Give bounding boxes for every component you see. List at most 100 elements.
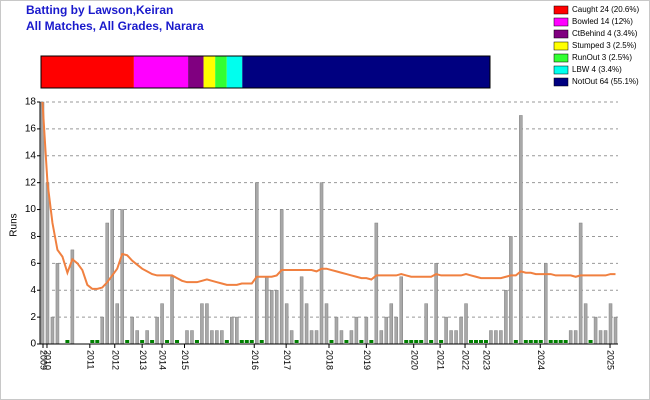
not-out-marker [359,340,364,343]
bar [185,330,189,345]
bar [215,330,219,345]
not-out-marker [404,340,409,343]
bar [120,209,124,345]
bar [593,316,598,345]
bar [130,316,134,345]
legend-swatch [553,5,569,15]
not-out-marker [439,340,444,343]
bar [424,303,428,345]
not-out-marker [175,340,180,343]
y-tick-label: 12 [25,177,37,188]
bar [205,303,209,345]
bar [374,222,379,345]
not-out-marker [259,340,264,343]
bar [608,303,613,345]
bar [459,316,463,345]
bar [568,330,573,345]
bar [45,182,50,345]
bar [319,182,324,345]
not-out-marker [150,340,155,343]
bar [349,330,354,345]
bar [454,330,458,345]
not-out-marker [473,340,478,343]
legend-label: NotOut 64 (55.1%) [572,77,639,86]
not-out-marker [224,340,229,343]
bar [255,182,259,345]
not-out-marker [513,340,518,343]
bar [304,303,309,345]
legend-label: Caught 24 (20.6%) [572,5,639,14]
average-line [41,101,616,290]
bar [384,316,389,345]
not-out-marker [409,340,414,343]
bar [274,289,279,345]
bar [289,330,294,345]
bar [309,330,314,345]
x-tick-label: 2014 [158,350,168,370]
bar [50,316,55,345]
not-out-marker [483,340,488,343]
not-out-marker [469,340,474,343]
x-tick-label: 2016 [250,350,260,370]
x-tick-label: 2023 [482,350,492,370]
not-out-marker [329,340,334,343]
x-tick-label: 2024 [536,350,546,370]
x-tick-label: 2013 [138,350,148,370]
bar [190,330,194,345]
bar [389,303,394,345]
bar [578,222,583,345]
legend-label: RunOut 3 (2.5%) [572,53,632,62]
chart-subtitle: All Matches, All Grades, Narara [26,19,204,33]
bar [509,236,513,345]
legend-label: Stumped 3 (2.5%) [572,41,637,50]
bar [489,330,493,345]
x-tick-label: 2021 [436,350,446,370]
bar [364,316,369,345]
bar [200,303,204,345]
bar [145,330,149,345]
legend-label: LBW 4 (3.4%) [572,65,622,74]
x-tick-label: 2022 [461,350,471,370]
not-out-marker [523,340,528,343]
legend-swatch [553,53,569,63]
y-tick-label: 16 [25,124,37,135]
not-out-marker [244,340,249,343]
not-out-marker [294,340,299,343]
bar [394,316,399,345]
legend-label: CtBehind 4 (3.4%) [572,29,638,38]
y-tick-label: 8 [30,231,36,242]
bar [494,330,498,345]
bar [314,330,319,345]
bar [100,316,105,345]
y-tick-label: 18 [25,97,37,108]
legend-swatch [553,77,569,87]
bar [170,276,174,345]
bar [299,276,304,345]
bar [235,316,239,345]
chart-title: Batting by Lawson,Keiran [26,3,173,17]
not-out-marker [548,340,553,343]
bar [464,303,468,345]
bar [55,263,60,345]
bar [379,330,384,345]
bar [264,276,269,345]
not-out-marker [344,340,349,343]
bar [135,330,139,345]
bar [603,330,608,345]
not-out-marker [249,340,254,343]
not-out-marker [528,340,533,343]
x-tick-label: 2012 [110,350,120,370]
x-tick-label: 2009 [39,350,49,370]
bar [334,316,339,345]
bar [444,316,448,345]
dismissal-strip-border [40,55,491,89]
not-out-marker [125,340,130,343]
legend-swatch [553,65,569,75]
bar [230,316,234,345]
x-tick-label: 2011 [85,350,95,369]
bar [354,316,359,345]
not-out-marker [369,340,374,343]
not-out-marker [533,340,538,343]
y-tick-label: 14 [25,150,37,161]
